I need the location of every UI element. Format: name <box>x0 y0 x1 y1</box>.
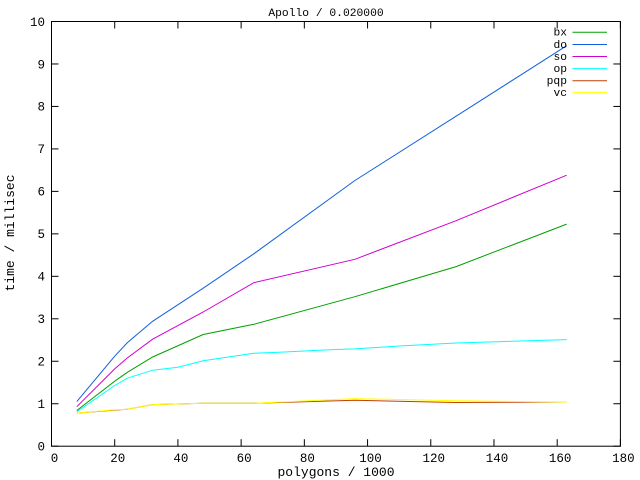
svg-text:1: 1 <box>37 398 45 412</box>
svg-text:40: 40 <box>173 452 188 466</box>
svg-text:100: 100 <box>359 452 382 466</box>
svg-text:vc: vc <box>553 88 567 100</box>
svg-text:20: 20 <box>110 452 125 466</box>
svg-text:do: do <box>553 40 567 52</box>
svg-text:10: 10 <box>30 16 45 30</box>
svg-text:6: 6 <box>37 186 45 200</box>
svg-text:0: 0 <box>51 452 59 466</box>
svg-text:9: 9 <box>37 58 45 72</box>
svg-text:so: so <box>553 52 567 64</box>
svg-text:120: 120 <box>423 452 446 466</box>
svg-text:4: 4 <box>37 271 45 285</box>
svg-text:3: 3 <box>37 313 45 327</box>
svg-text:180: 180 <box>612 452 635 466</box>
svg-text:7: 7 <box>37 143 45 157</box>
svg-text:bx: bx <box>553 28 567 40</box>
svg-text:pqp: pqp <box>547 76 568 88</box>
svg-text:140: 140 <box>486 452 509 466</box>
svg-text:2: 2 <box>37 356 45 370</box>
svg-text:0: 0 <box>37 441 45 455</box>
svg-text:160: 160 <box>549 452 572 466</box>
svg-text:5: 5 <box>37 228 45 242</box>
svg-text:8: 8 <box>37 101 45 115</box>
svg-text:op: op <box>553 64 567 76</box>
svg-text:Apollo / 0.020000: Apollo / 0.020000 <box>268 8 383 20</box>
svg-text:time / millisec: time / millisec <box>3 174 18 291</box>
svg-text:60: 60 <box>237 452 252 466</box>
svg-text:polygons / 1000: polygons / 1000 <box>277 465 394 480</box>
svg-text:80: 80 <box>300 452 315 466</box>
